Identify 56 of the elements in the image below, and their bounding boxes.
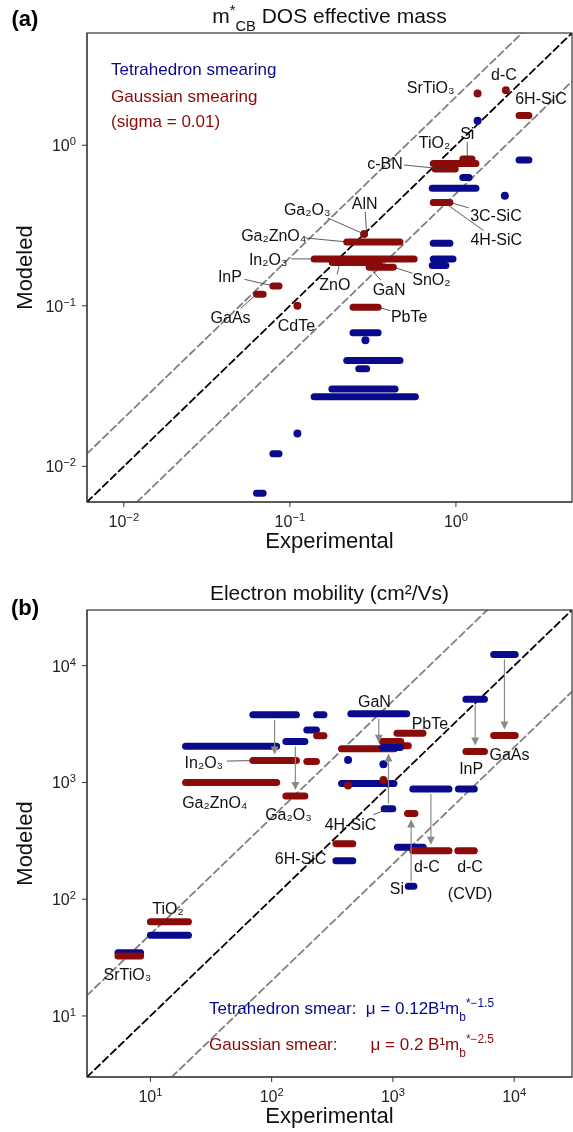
- chart-title: Electron mobility (cm²/Vs): [209, 581, 450, 604]
- annotation: TiO₂: [418, 133, 451, 151]
- annotation: TiO₂: [152, 899, 184, 917]
- annotation: 6H-SiC: [515, 89, 567, 107]
- x-tick-label: 10$^{1}$: [138, 1086, 163, 1105]
- annotation: AlN: [351, 194, 378, 212]
- annotation: ZnO: [319, 275, 351, 293]
- annotation: InP: [459, 759, 484, 777]
- annotation: In₂O₃: [248, 250, 288, 268]
- annotation: CdTe: [277, 316, 316, 334]
- x-tick-label: 10$^{3}$: [380, 1086, 405, 1105]
- y-axis-title: Modeled: [12, 225, 37, 310]
- x-tick-label: 10$^{−2}$: [108, 511, 140, 530]
- annotation: Ga₂O₃: [283, 200, 331, 218]
- annotation: d-C (CVD): [447, 857, 493, 902]
- x-tick-label: 10$^{4}$: [502, 1086, 527, 1105]
- annotation: 6H-SiC: [274, 849, 327, 867]
- annotation: Ga₂O₃: [265, 805, 312, 823]
- annotation: InP: [217, 267, 242, 285]
- y-tick-label: 10$^{4}$: [51, 655, 76, 675]
- annotation: GaAs: [210, 308, 251, 326]
- text: (a): [11, 5, 39, 31]
- y-tick-label: 10$^{3}$: [51, 772, 76, 792]
- annotation: In₂O₃: [184, 753, 224, 771]
- annotation: d-C: [491, 65, 517, 83]
- x-axis-title: Experimental: [265, 1103, 394, 1128]
- chart-title: m$^{*}$$_{CB}$ DOS effective mass: [212, 2, 447, 34]
- annotation: GaN: [357, 692, 391, 710]
- annotation: 3C-SiC: [470, 206, 522, 224]
- y-tick-label: 10$^{−1}$: [45, 295, 76, 315]
- annotation: 4H-SiC: [470, 230, 522, 248]
- x-tick-label: 10$^{0}$: [443, 511, 468, 530]
- y-axis-title: Modeled: [12, 801, 37, 886]
- annotation: GaN: [372, 280, 406, 298]
- y-tick-label: 10$^{2}$: [51, 889, 76, 909]
- y-tick-label: 10$^{0}$: [51, 135, 76, 155]
- x-axis-title: Experimental: [265, 528, 394, 553]
- annotation: Ga₂ZnO₄: [182, 793, 248, 811]
- x-tick-label: 10$^{−1}$: [274, 511, 306, 530]
- text: Gaussian smearing (sigma = 0.01): [111, 87, 258, 131]
- annotation: SrTiO₃: [103, 965, 152, 983]
- annotation: d-C: [414, 857, 440, 875]
- annotation: SnO₂: [412, 270, 451, 288]
- annotation: GaAs: [489, 745, 530, 763]
- annotation: Si: [389, 879, 405, 897]
- y-tick-label: 10$^{1}$: [51, 1005, 76, 1025]
- annotation: SrTiO₃: [406, 79, 455, 96]
- y-tick-label: 10$^{−2}$: [45, 456, 76, 476]
- annotation: c-BN: [367, 154, 403, 172]
- x-tick-label: 10$^{2}$: [259, 1086, 284, 1105]
- text: (b): [10, 594, 40, 620]
- text: Tetrahedron smearing: [111, 60, 277, 79]
- annotation: 4H-SiC: [324, 815, 377, 833]
- annotation: PbTe: [411, 714, 449, 732]
- annotation: PbTe: [390, 307, 428, 325]
- annotation: Ga₂ZnO₄: [241, 226, 307, 244]
